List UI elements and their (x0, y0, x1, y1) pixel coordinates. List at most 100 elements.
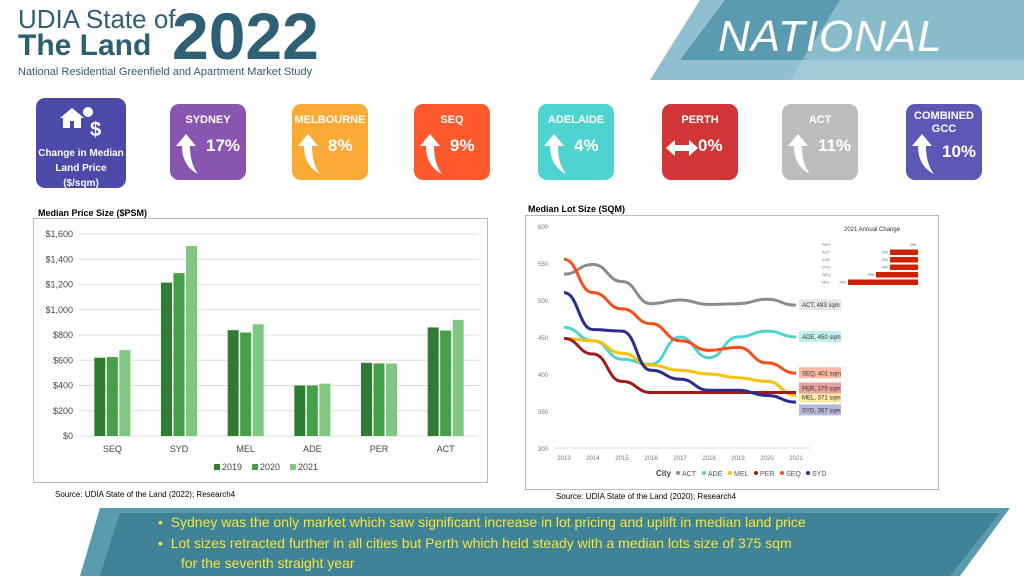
mini-value: 0% (910, 242, 916, 247)
end-label-bg (799, 331, 841, 342)
bar-2020-ADE (306, 385, 318, 436)
line-chart-title: Median Lot Size (SQM) (528, 204, 626, 214)
x-tick-label: 2014 (586, 456, 600, 462)
bullet-2-text: Lot sizes retracted further in all citie… (170, 535, 792, 551)
y-tick-label: $800 (53, 330, 73, 340)
arrow-up-icon (298, 134, 320, 174)
x-tick-label: 2013 (557, 456, 571, 462)
bar-2019-MEL (227, 330, 239, 436)
card-name: COMBINED GCC (914, 110, 974, 135)
bottom-banner (80, 508, 1010, 576)
arrow-up-icon (788, 134, 810, 174)
bullet-2-cont: for the seventh straight year (181, 555, 355, 571)
legend-dot (676, 471, 680, 475)
main-label-2: Land Price (55, 163, 107, 174)
bar-2021-SEQ (119, 350, 131, 436)
legend-dot (728, 471, 732, 475)
y-tick-label: 300 (538, 447, 549, 453)
line-SYD (563, 291, 797, 404)
card-perth: PERTH 0% (662, 104, 738, 180)
title-line2: The Land (18, 29, 152, 62)
mini-bar-SYD (890, 264, 918, 270)
mini-value: -5% (839, 280, 847, 285)
line-ACT (563, 262, 797, 307)
bar-2021-PER (386, 363, 397, 436)
legend-label: MEL (734, 471, 749, 478)
title-line1: UDIA State of (18, 4, 176, 34)
x-tick-label: 2015 (615, 456, 629, 462)
mini-value: -3% (867, 272, 875, 277)
x-tick-label: ADE (303, 444, 322, 454)
bullet-2: • Lot sizes retracted further in all cit… (158, 535, 792, 551)
end-label-bg (799, 367, 841, 379)
card-name: ADELAIDE (547, 114, 605, 126)
house-dollar-icon: $ (60, 107, 101, 141)
mini-category: ADE (822, 257, 831, 262)
legend-label: PER (760, 471, 774, 478)
x-tick-label: 2018 (702, 456, 716, 462)
card-act: ACT 11% (782, 104, 858, 180)
card-value: 8% (328, 136, 353, 155)
bar-2021-ADE (319, 383, 331, 436)
line-PER (563, 336, 796, 394)
legend-label: 2019 (222, 462, 242, 472)
arrow-up-icon (912, 134, 934, 174)
y-tick-label: 500 (538, 299, 549, 305)
x-tick-label: ACT (437, 444, 456, 454)
legend-label: 2020 (260, 462, 280, 472)
bar-source: Source: UDIA State of the Land (2022); R… (55, 490, 236, 499)
legend-title: City (656, 469, 672, 478)
end-label-SEQ: SEQ, 401 sqm (802, 371, 841, 377)
arrow-up-icon (544, 134, 566, 174)
mini-bar-ADE (890, 257, 918, 263)
end-label-ACT: ACT, 493 sqm (802, 303, 840, 309)
end-label-SYD: SYD, 367 sqm (802, 408, 841, 414)
bullet-1-text: Sydney was the only market which saw sig… (170, 514, 806, 530)
y-tick-label: 350 (538, 410, 549, 416)
card-value: 10% (942, 142, 977, 161)
legend-label: ACT (682, 471, 697, 478)
bar-2019-PER (361, 362, 372, 436)
card-name: SYDNEY (185, 114, 231, 126)
card-name: SEQ (440, 114, 464, 126)
card-value: 11% (818, 136, 852, 155)
header-banner (650, 0, 1024, 80)
y-tick-label: 400 (538, 373, 549, 379)
line-chart: 300 350 400 450 500 550 600 2013 2014 2015 2016 201… (538, 225, 918, 478)
bullet-1: • Sydney was the only market which saw s… (158, 514, 806, 530)
x-tick-label: SYD (170, 444, 189, 454)
card-value: 9% (450, 136, 475, 155)
bar-2020-MEL (240, 332, 252, 436)
mini-category: MEL (822, 280, 831, 285)
y-tick-label: $400 (53, 381, 73, 391)
legend-swatch (290, 464, 296, 470)
x-tick-label: PER (370, 444, 389, 454)
bar-chart: $0 $200 $400 $600 $800 $1,000 $1,200 $1,400 $1,6… (45, 229, 479, 472)
bar-2019-ACT (427, 327, 439, 436)
end-label-bg (799, 404, 841, 416)
mini-value: -2% (881, 257, 889, 262)
region-title: NATIONAL (718, 12, 943, 61)
mini-bar-SEQ (876, 272, 918, 278)
end-label-bg (799, 299, 841, 311)
legend-dot (754, 471, 758, 475)
x-tick-label: MEL (236, 444, 255, 454)
mini-value: -2% (881, 265, 889, 270)
y-tick-label: $1,400 (45, 254, 73, 264)
card-value: 0% (698, 136, 723, 155)
x-tick-label: 2019 (731, 456, 745, 462)
end-label-PER: PER, 375 sqm (802, 387, 841, 393)
card-seq: SEQ 9% (414, 104, 490, 180)
main-card: $ Change in Median Land Price ($/sqm) (36, 98, 126, 189)
legend-label: ADE (708, 471, 723, 478)
title-year: 2022 (172, 0, 319, 73)
end-label-ADE: ADE, 450 sqm (802, 335, 841, 341)
line-SEQ (563, 257, 797, 375)
y-tick-label: $1,200 (45, 280, 73, 290)
legend-swatch (252, 464, 258, 470)
bar-chart-title: Median Price Size ($PSM) (38, 208, 148, 218)
y-tick-label: $200 (53, 406, 73, 416)
mini-category: PER (822, 242, 830, 247)
bar-2019-SEQ (94, 357, 106, 436)
legend-label: SEQ (786, 471, 801, 478)
